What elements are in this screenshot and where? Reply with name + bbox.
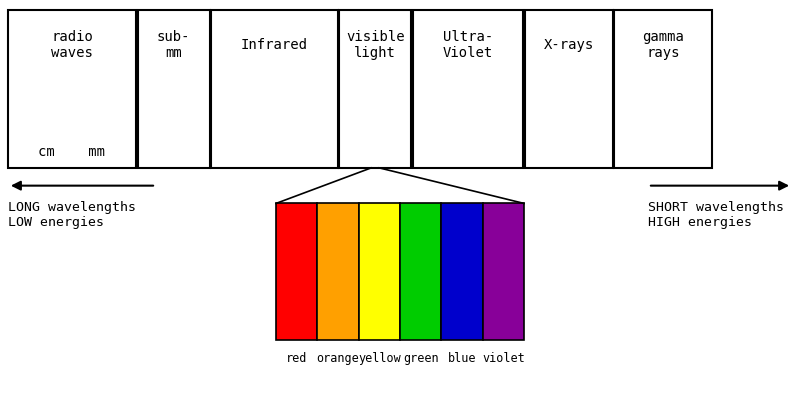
Bar xyxy=(339,10,411,168)
Bar xyxy=(525,10,613,168)
Text: orange: orange xyxy=(317,352,359,365)
Bar xyxy=(358,203,400,340)
Text: red: red xyxy=(286,352,307,365)
Text: SHORT wavelengths
HIGH energies: SHORT wavelengths HIGH energies xyxy=(648,201,784,229)
Text: sub-
mm: sub- mm xyxy=(157,30,190,60)
Text: green: green xyxy=(403,352,438,365)
Bar xyxy=(413,10,523,168)
Bar xyxy=(442,203,482,340)
Text: blue: blue xyxy=(448,352,476,365)
Bar xyxy=(614,10,712,168)
Text: yellow: yellow xyxy=(358,352,401,365)
Text: X-rays: X-rays xyxy=(544,38,594,52)
Text: LONG wavelengths
LOW energies: LONG wavelengths LOW energies xyxy=(8,201,136,229)
Text: Ultra-
Violet: Ultra- Violet xyxy=(443,30,493,60)
Text: cm    mm: cm mm xyxy=(38,145,106,159)
Bar xyxy=(318,203,358,340)
Text: radio
waves: radio waves xyxy=(51,30,93,60)
Text: Infrared: Infrared xyxy=(241,38,308,52)
Bar xyxy=(482,203,524,340)
Bar xyxy=(211,10,338,168)
Text: violet: violet xyxy=(482,352,525,365)
Bar xyxy=(8,10,136,168)
Text: gamma
rays: gamma rays xyxy=(642,30,684,60)
Text: visible
light: visible light xyxy=(346,30,405,60)
Bar xyxy=(138,10,210,168)
Bar xyxy=(276,203,318,340)
Bar xyxy=(400,203,442,340)
